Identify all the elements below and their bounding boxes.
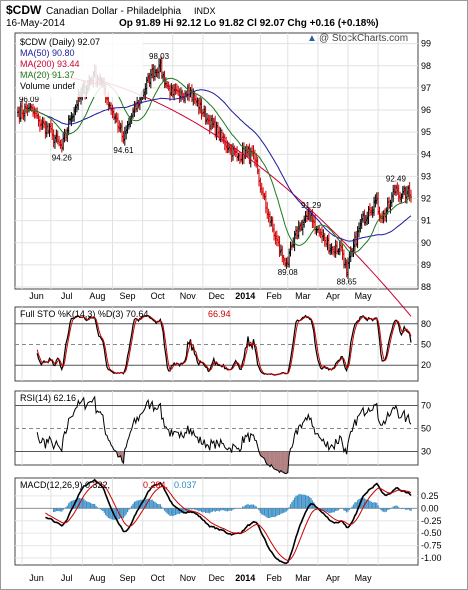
swing-label: 89.08 xyxy=(278,268,299,277)
ma20-line xyxy=(24,77,412,254)
x-tick-label: 2014 xyxy=(235,573,255,583)
quote-values: Op 91.89 Hi 92.12 Lo 91.82 Cl 92.07 Chg … xyxy=(119,18,379,29)
symbol-title: $CDW xyxy=(6,3,42,17)
swing-label: 91.29 xyxy=(301,201,322,210)
y-tick-label: 89 xyxy=(421,260,431,270)
x-tick-label: Nov xyxy=(180,291,197,301)
x-tick-label: Sep xyxy=(120,291,136,301)
x-tick-label: Apr xyxy=(326,291,340,301)
macd-signal-line xyxy=(45,482,412,561)
x-tick-label: Oct xyxy=(151,291,166,301)
y-tick-label: 99 xyxy=(421,39,431,49)
x-tick-label: Oct xyxy=(151,573,166,583)
macd-title: MACD(12,26,9) 0.322, xyxy=(20,480,110,490)
stochastic-d-line xyxy=(36,315,412,376)
x-tick-label: Apr xyxy=(326,573,340,583)
watermark-icon: ▲ xyxy=(307,33,317,44)
y-tick-label: 96 xyxy=(421,105,431,115)
ma50-line xyxy=(31,89,412,242)
symbol-name: Canadian Dollar - Philadelphia xyxy=(46,6,182,17)
macd-panel xyxy=(14,477,419,566)
stochastic-d-value: 66.94 xyxy=(208,309,231,319)
x-tick-label: Feb xyxy=(266,291,282,301)
macd-line xyxy=(45,478,412,565)
x-tick-label: Sep xyxy=(120,573,136,583)
quote-date: 16-May-2014 xyxy=(6,18,65,29)
y-tick-label: 20 xyxy=(421,360,431,370)
swing-label: 94.26 xyxy=(52,154,73,163)
y-tick-label: 80 xyxy=(421,319,431,329)
legend-volume: Volume undef xyxy=(20,81,76,91)
y-tick-label: -1.00 xyxy=(421,553,442,563)
price-panel xyxy=(14,32,419,290)
y-tick-label: 91 xyxy=(421,216,431,226)
y-tick-label: 97 xyxy=(421,83,431,93)
swing-label: 98.03 xyxy=(149,52,170,61)
swing-label: 96.09 xyxy=(19,95,40,104)
swing-label: 94.61 xyxy=(113,146,134,155)
y-tick-label: 98 xyxy=(421,61,431,71)
stochastic-title: Full STO %K(14,3) %D(3) 70.64, xyxy=(20,309,151,319)
x-tick-label: Jun xyxy=(29,573,44,583)
x-tick-label: Aug xyxy=(89,573,105,583)
y-tick-label: 94 xyxy=(421,149,431,159)
legend-ma200: MA(200) 93.44 xyxy=(20,59,80,69)
rsi-title: RSI(14) 62.16 xyxy=(20,393,76,403)
y-tick-label: 88 xyxy=(421,282,431,292)
x-tick-label: 2014 xyxy=(235,291,255,301)
y-tick-label: 0.00 xyxy=(421,503,439,513)
exchange-label: INDX xyxy=(194,6,216,16)
x-tick-label: Jun xyxy=(29,291,44,301)
x-tick-label: Mar xyxy=(295,573,311,583)
rsi-line xyxy=(36,395,412,474)
y-tick-label: 95 xyxy=(421,127,431,137)
macd-signal-value: 0.284, xyxy=(143,480,168,490)
legend-ma20: MA(20) 91.37 xyxy=(20,70,75,80)
x-tick-label: May xyxy=(355,291,373,301)
y-tick-label: -0.25 xyxy=(421,516,442,526)
price-legend: $CDW (Daily) 92.07 MA(50) 90.80 MA(200) … xyxy=(17,35,143,97)
x-tick-label: Dec xyxy=(209,573,226,583)
y-tick-label: -0.75 xyxy=(421,541,442,551)
x-tick-label: Feb xyxy=(266,573,282,583)
x-tick-label: Dec xyxy=(209,291,226,301)
x-tick-label: Nov xyxy=(180,573,197,583)
y-tick-label: 50 xyxy=(421,424,431,434)
x-tick-label: Jul xyxy=(61,291,73,301)
watermark-text: @ StockCharts.com xyxy=(319,33,408,44)
x-tick-label: Mar xyxy=(295,291,311,301)
swing-label: 92.49 xyxy=(386,175,407,184)
y-tick-label: 0.25 xyxy=(421,491,439,501)
y-tick-label: 90 xyxy=(421,238,431,248)
y-tick-label: 30 xyxy=(421,447,431,457)
y-tick-label: 70 xyxy=(421,401,431,411)
y-tick-label: -0.50 xyxy=(421,528,442,538)
legend-ma50: MA(50) 90.80 xyxy=(20,48,75,58)
y-tick-label: 92 xyxy=(421,194,431,204)
legend-price: $CDW (Daily) 92.07 xyxy=(20,37,100,47)
y-tick-label: 50 xyxy=(421,340,431,350)
x-tick-label: May xyxy=(355,573,373,583)
y-tick-label: 93 xyxy=(421,171,431,181)
x-tick-label: Jul xyxy=(61,573,73,583)
swing-label: 88.65 xyxy=(337,278,358,287)
x-tick-label: Aug xyxy=(89,291,105,301)
macd-hist-value: 0.037 xyxy=(174,480,197,490)
